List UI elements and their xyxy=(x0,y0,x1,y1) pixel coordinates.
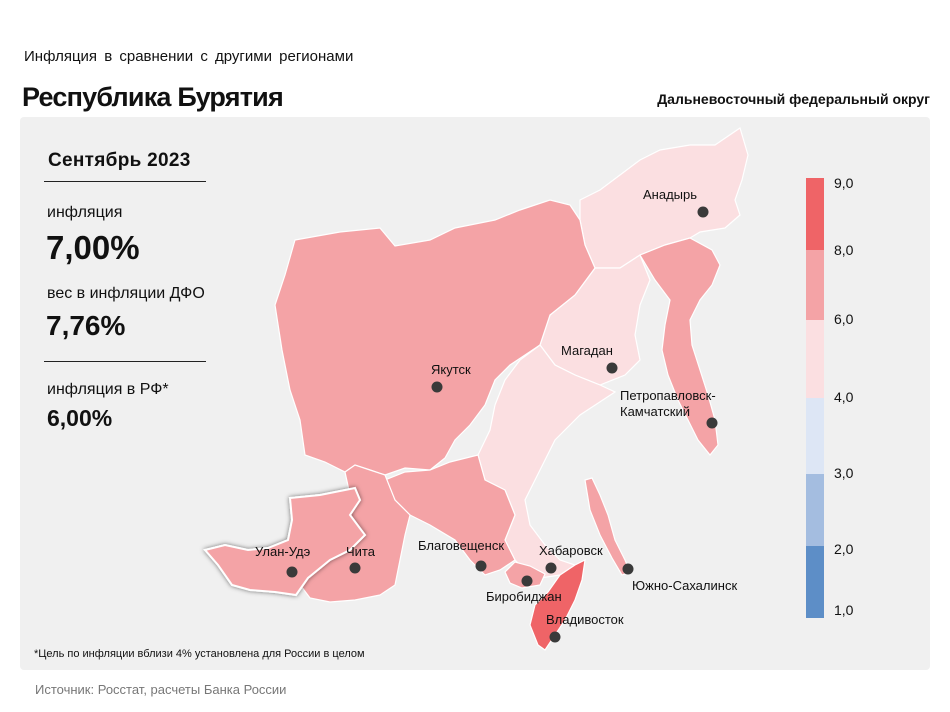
city-marker xyxy=(475,560,487,572)
district-title: Дальневосточный федеральный округ xyxy=(657,91,930,107)
city-marker xyxy=(706,417,718,429)
inflation-label: инфляция xyxy=(47,204,123,221)
city-label-petropavlovsk: Петропавловск- Камчатский xyxy=(620,388,719,419)
legend-swatch xyxy=(806,474,824,546)
legend-tick: 3,0 xyxy=(834,465,854,481)
city-label-line: Камчатский xyxy=(620,404,690,419)
legend-swatch xyxy=(806,178,824,250)
city-marker xyxy=(549,631,561,643)
divider xyxy=(44,361,206,362)
city-label-ulan-ude: Улан-Удэ xyxy=(255,544,311,559)
city-marker xyxy=(349,562,361,574)
legend-swatch xyxy=(806,320,824,398)
city-label-line: Петропавловск- xyxy=(620,388,716,403)
city-marker xyxy=(521,575,533,587)
legend-swatch xyxy=(806,398,824,474)
city-label-anadyr: Анадырь xyxy=(643,187,697,202)
city-marker xyxy=(606,362,618,374)
city-markers xyxy=(286,206,718,643)
page-title: Республика Бурятия xyxy=(22,82,284,112)
city-label-yakutsk: Якутск xyxy=(431,362,471,377)
region-buryatia xyxy=(203,486,367,597)
divider xyxy=(44,181,206,182)
footnote: *Цель по инфляции вблизи 4% установлена … xyxy=(34,648,365,660)
city-labels: Анадырь Якутск Магадан Петропавловск- Ка… xyxy=(255,187,737,627)
city-marker xyxy=(545,562,557,574)
city-label-vladivostok: Владивосток xyxy=(546,612,624,627)
city-marker xyxy=(431,381,443,393)
region-sakhalin xyxy=(584,477,631,576)
city-label-khabarovsk: Хабаровск xyxy=(539,543,603,558)
rf-inflation-value: 6,00% xyxy=(47,405,113,431)
legend-tick: 2,0 xyxy=(834,541,854,557)
legend-tick: 1,0 xyxy=(834,602,854,618)
legend-swatch xyxy=(806,250,824,320)
legend-tick: 6,0 xyxy=(834,311,854,327)
city-label-magadan: Магадан xyxy=(561,343,613,358)
city-label-blagoveshchensk: Благовещенск xyxy=(418,538,504,553)
source-note: Источник: Росстат, расчеты Банка России xyxy=(35,682,287,697)
region-amur xyxy=(384,454,516,576)
inflation-value: 7,00% xyxy=(46,229,140,266)
rf-inflation-label: инфляция в РФ* xyxy=(47,381,169,398)
legend-tick: 4,0 xyxy=(834,389,854,405)
legend-tick: 8,0 xyxy=(834,242,854,258)
legend-swatch xyxy=(806,546,824,618)
page-subtitle: Инфляция в сравнении с другими регионами xyxy=(24,48,354,65)
region-yakutia xyxy=(274,199,596,476)
city-label-yuzhno-sakhalinsk: Южно-Сахалинск xyxy=(632,578,737,593)
city-marker xyxy=(286,566,298,578)
color-legend: 9,0 8,0 6,0 4,0 3,0 2,0 1,0 xyxy=(806,175,854,618)
city-label-chita: Чита xyxy=(346,544,376,559)
city-marker xyxy=(697,206,709,218)
legend-tick: 9,0 xyxy=(834,175,854,191)
city-marker xyxy=(622,563,634,575)
period-label: Сентябрь 2023 xyxy=(48,150,191,171)
weight-value: 7,76% xyxy=(46,310,126,341)
region-jewish-ao xyxy=(504,561,546,589)
city-label-birobidzhan: Биробиджан xyxy=(486,589,562,604)
weight-label: вес в инфляции ДФО xyxy=(47,285,205,302)
